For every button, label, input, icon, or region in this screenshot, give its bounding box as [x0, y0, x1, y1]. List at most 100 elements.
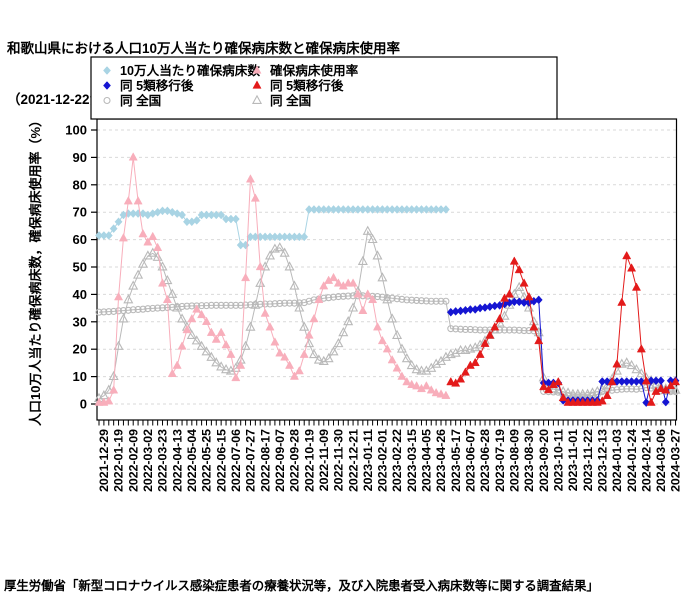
point-diamond: [661, 397, 670, 407]
point-circle: [447, 325, 455, 333]
point-circle: [149, 304, 157, 312]
point-triangle-open: [172, 302, 183, 312]
y-gridlines: [97, 129, 677, 405]
point-triangle: [407, 379, 417, 388]
point-triangle: [534, 335, 544, 345]
point-triangle: [197, 309, 207, 319]
point-triangle: [319, 281, 329, 290]
point-circle: [329, 293, 338, 301]
y-tick-label: 20: [73, 342, 87, 357]
point-triangle: [280, 352, 290, 361]
point-triangle-open: [621, 357, 632, 367]
point-triangle-open: [455, 344, 466, 355]
point-triangle: [519, 278, 529, 287]
point-triangle: [602, 390, 612, 399]
point-triangle-open: [333, 337, 344, 348]
x-tick-label: 2023-10-11: [551, 429, 565, 491]
point-triangle: [402, 376, 412, 386]
point-triangle: [377, 335, 387, 345]
point-triangle: [211, 334, 221, 343]
point-triangle-open: [670, 384, 681, 394]
point-circle: [144, 305, 152, 313]
point-diamond: [231, 214, 240, 224]
point-triangle-open: [636, 368, 647, 378]
point-circle: [618, 385, 626, 393]
point-triangle-open: [362, 225, 373, 235]
point-triangle-open: [470, 342, 481, 352]
point-triangle-open: [186, 329, 197, 339]
point-circle: [466, 325, 474, 334]
point-circle: [103, 96, 111, 105]
x-tick-label: 2023-04-05: [420, 429, 434, 492]
point-triangle: [285, 360, 295, 369]
point-circle: [227, 301, 235, 309]
point-circle: [110, 307, 118, 315]
point-triangle-open: [406, 359, 417, 370]
point-triangle-open: [396, 343, 407, 353]
x-tick-label: 2022-11-09: [317, 429, 331, 491]
x-tick-label: 2023-06-28: [478, 429, 492, 492]
point-triangle-open: [147, 247, 158, 257]
point-triangle-open: [514, 281, 525, 291]
point-triangle-open: [377, 272, 388, 282]
point-triangle: [104, 396, 114, 405]
point-triangle: [636, 344, 646, 353]
x-tick-label: 2022-06-15: [214, 429, 228, 492]
point-triangle: [475, 349, 485, 358]
point-triangle: [153, 242, 163, 251]
point-diamond: [109, 224, 118, 234]
x-tick-label: 2021-12-29: [97, 429, 111, 492]
point-triangle-open: [348, 302, 359, 312]
point-triangle-open: [450, 347, 461, 357]
x-tick-label: 2022-09-07: [273, 429, 287, 492]
legend-label: 10万人当たり確保病床数: [120, 63, 260, 78]
point-circle: [261, 300, 269, 308]
point-triangle-open: [548, 383, 559, 393]
point-triangle: [495, 313, 505, 323]
point-triangle: [255, 261, 265, 271]
point-triangle: [260, 308, 270, 317]
point-triangle-open: [284, 261, 295, 271]
x-tick-label: 2022-01-19: [112, 429, 126, 492]
y-tick-label: 90: [73, 150, 87, 165]
point-circle: [183, 302, 191, 310]
point-triangle: [353, 289, 363, 298]
source-note-line1: 厚生労働省「新型コロナウイルス感染症患者の療養状況等，及び入院患者受入病床数等に…: [4, 579, 599, 593]
point-triangle: [289, 371, 299, 380]
legend-label: 同 全国: [270, 93, 311, 108]
point-circle: [520, 327, 528, 335]
x-tick-label: 2023-06-07: [464, 429, 478, 492]
x-tick-label: 2023-11-22: [581, 429, 595, 491]
point-diamond: [534, 295, 543, 305]
point-triangle: [192, 304, 202, 313]
point-circle: [481, 326, 489, 334]
point-triangle: [372, 322, 383, 331]
y-tick-label: 80: [73, 177, 87, 192]
point-triangle: [539, 381, 549, 391]
point-circle: [222, 301, 230, 309]
point-triangle: [627, 263, 637, 272]
x-tick-label: 2023-02-01: [376, 429, 390, 492]
point-triangle: [133, 196, 143, 205]
point-triangle: [431, 387, 441, 397]
x-tick-label: 2022-11-30: [332, 429, 346, 491]
point-triangle: [490, 322, 500, 331]
point-triangle-open: [338, 327, 349, 337]
point-circle: [105, 308, 113, 316]
y-axis-title: 人口10万人当たり確保病床数，確保病床使用率（%）: [28, 114, 43, 426]
x-tick-label: 2023-08-30: [522, 429, 536, 492]
point-circle: [281, 299, 289, 307]
y-tick-label: 60: [73, 232, 87, 247]
point-circle: [139, 305, 147, 313]
x-tick-label: 2022-12-21: [346, 429, 360, 492]
point-triangle: [275, 348, 285, 357]
point-diamond: [441, 205, 450, 214]
point-circle: [339, 292, 347, 300]
point-triangle-open: [137, 258, 149, 268]
point-circle: [500, 326, 509, 334]
point-circle: [300, 299, 308, 307]
point-diamond: [103, 66, 111, 75]
point-triangle: [167, 368, 177, 378]
point-triangle: [177, 341, 187, 350]
point-circle: [242, 301, 250, 309]
